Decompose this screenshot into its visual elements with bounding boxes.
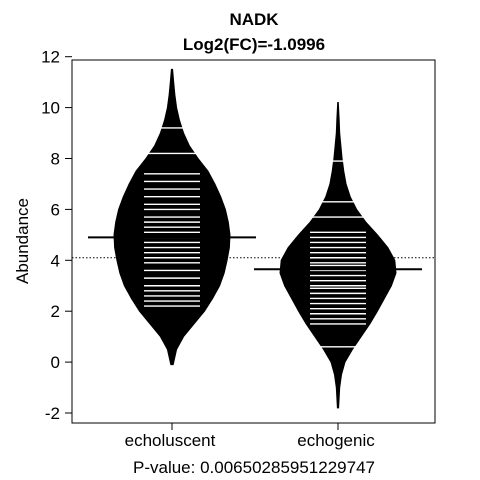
y-tick-label: 10 (41, 99, 60, 118)
y-tick-label: 12 (41, 48, 60, 67)
x-tick-label: echoluscent (125, 431, 216, 450)
plot-frame (71, 59, 436, 424)
y-tick-label: -2 (45, 404, 60, 423)
chart-title: NADK (229, 10, 279, 29)
y-axis-label: Abundance (13, 198, 32, 284)
y-axis: -2 0 2 4 6 8 10 12 (41, 48, 72, 423)
y-tick-label: 2 (51, 302, 60, 321)
chart-subtitle: Log2(FC)=-1.0996 (183, 35, 325, 54)
bean-density-shape (279, 102, 397, 409)
x-axis: echoluscent echogenic (125, 423, 375, 450)
bean-echoluscent (88, 68, 256, 366)
x-tick-label: echogenic (297, 431, 375, 450)
x-axis-label: P-value: 0.00650285951229747 (133, 458, 375, 477)
y-tick-label: 6 (51, 200, 60, 219)
y-tick-label: 4 (51, 251, 60, 270)
y-tick-label: 8 (51, 150, 60, 169)
bean-echogenic (254, 102, 422, 409)
y-tick-label: 0 (51, 353, 60, 372)
beans (72, 68, 435, 409)
